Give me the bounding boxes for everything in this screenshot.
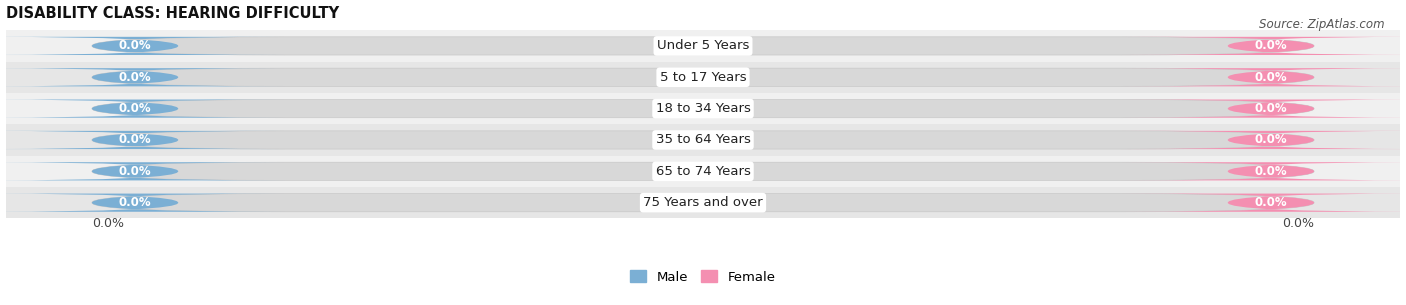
Legend: Male, Female: Male, Female [626,265,780,289]
Text: 0.0%: 0.0% [1254,196,1288,209]
FancyBboxPatch shape [1122,37,1406,55]
Bar [6,62,1400,93]
FancyBboxPatch shape [0,194,284,212]
FancyBboxPatch shape [91,194,1315,212]
Text: 5 to 17 Years: 5 to 17 Years [659,71,747,84]
Bar [6,124,1400,156]
FancyBboxPatch shape [0,37,284,55]
Text: 65 to 74 Years: 65 to 74 Years [655,165,751,178]
Text: DISABILITY CLASS: HEARING DIFFICULTY: DISABILITY CLASS: HEARING DIFFICULTY [6,5,339,20]
Text: 0.0%: 0.0% [118,71,152,84]
Text: 0.0%: 0.0% [1254,102,1288,115]
FancyBboxPatch shape [91,99,1315,118]
Text: 0.0%: 0.0% [118,102,152,115]
Text: 0.0%: 0.0% [1254,39,1288,52]
Text: 0.0%: 0.0% [91,217,124,230]
FancyBboxPatch shape [1122,99,1406,118]
Bar [6,93,1400,124]
Text: 0.0%: 0.0% [1254,165,1288,178]
Bar [6,187,1400,218]
Text: 18 to 34 Years: 18 to 34 Years [655,102,751,115]
FancyBboxPatch shape [1122,131,1406,149]
FancyBboxPatch shape [91,162,1315,181]
Text: 0.0%: 0.0% [1254,71,1288,84]
Text: 0.0%: 0.0% [118,165,152,178]
Text: 0.0%: 0.0% [1254,134,1288,146]
FancyBboxPatch shape [91,68,1315,86]
Text: 0.0%: 0.0% [118,196,152,209]
FancyBboxPatch shape [1122,68,1406,86]
FancyBboxPatch shape [0,131,284,149]
FancyBboxPatch shape [0,68,284,86]
FancyBboxPatch shape [0,99,284,118]
Bar [6,30,1400,62]
Text: 75 Years and over: 75 Years and over [643,196,763,209]
Text: Under 5 Years: Under 5 Years [657,39,749,52]
FancyBboxPatch shape [91,37,1315,55]
FancyBboxPatch shape [1122,162,1406,181]
FancyBboxPatch shape [0,162,284,181]
Bar [6,156,1400,187]
FancyBboxPatch shape [1122,194,1406,212]
Text: Source: ZipAtlas.com: Source: ZipAtlas.com [1260,18,1385,31]
Text: 0.0%: 0.0% [118,39,152,52]
FancyBboxPatch shape [91,131,1315,149]
Text: 35 to 64 Years: 35 to 64 Years [655,134,751,146]
Text: 0.0%: 0.0% [1282,217,1315,230]
Text: 0.0%: 0.0% [118,134,152,146]
